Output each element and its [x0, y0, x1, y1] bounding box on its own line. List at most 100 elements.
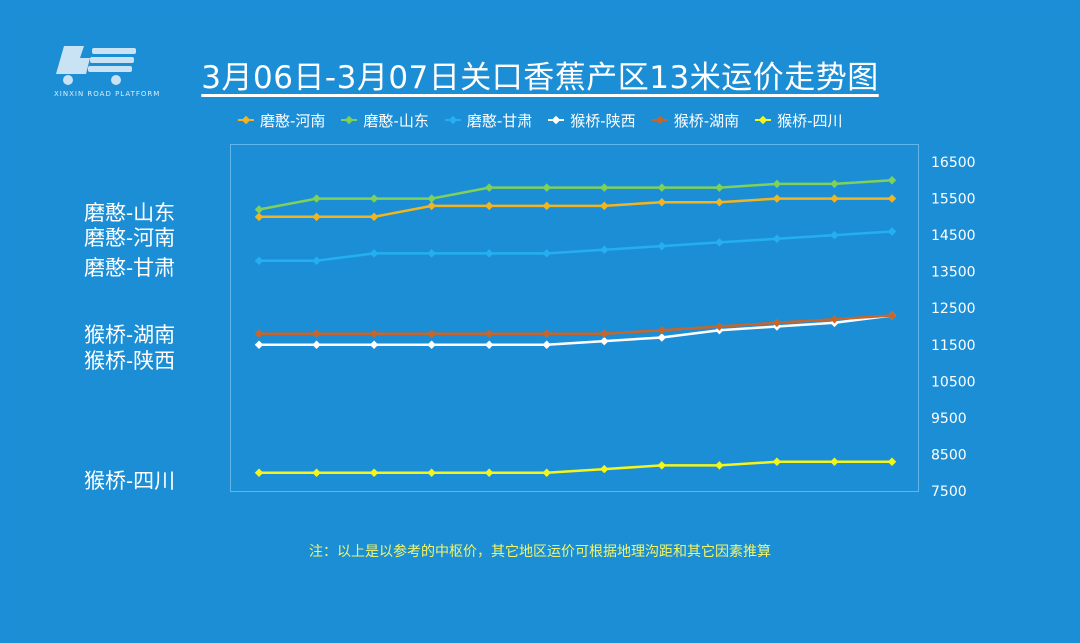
data-point: [484, 183, 494, 192]
data-point: [657, 241, 667, 251]
data-point: [542, 340, 551, 350]
y-tick-label: 12500: [931, 301, 976, 317]
chart-title: 3月06日-3月07日关口香蕉产区13米运价走势图: [201, 60, 879, 96]
series-line-4: [259, 314, 893, 336]
data-point: [715, 461, 724, 470]
data-point: [657, 333, 667, 342]
data-point: [254, 468, 264, 477]
data-point: [254, 329, 264, 339]
legend-item: 猴桥-湖南: [651, 110, 740, 131]
legend-item: 磨憨-河南: [238, 110, 325, 131]
side-label-houqiao-hunan: 猴桥-湖南: [84, 323, 176, 347]
data-point: [887, 311, 897, 320]
side-label-houqiao-shaanxi: 猴桥-陕西: [84, 349, 176, 373]
legend-label: 猴桥-陕西: [570, 111, 636, 130]
logo-caption: XINXIN ROAD PLATFORM: [54, 90, 161, 98]
data-point: [715, 183, 724, 192]
side-label-mohan-henan: 磨憨-河南: [84, 226, 176, 250]
data-point: [715, 238, 724, 247]
data-point: [600, 245, 609, 254]
data-point: [484, 329, 494, 339]
y-tick-label: 14500: [931, 228, 976, 244]
chart-legend: 磨憨-河南 磨憨-山东 磨憨-甘肃 猴桥-陕西 猴桥-湖南 猴桥-四川: [238, 108, 843, 132]
data-point: [427, 340, 436, 350]
series-line-2: [259, 230, 893, 262]
legend-swatch: [444, 115, 461, 125]
data-point: [542, 249, 551, 258]
data-point: [772, 318, 782, 328]
data-point: [830, 230, 839, 240]
data-point: [887, 457, 897, 466]
legend-item: 猴桥-四川: [755, 110, 843, 131]
data-point: [830, 179, 839, 189]
data-point: [887, 176, 897, 185]
data-point: [657, 183, 667, 192]
data-point: [369, 249, 379, 258]
logo: XINXIN ROAD PLATFORM: [50, 40, 159, 110]
data-point: [427, 249, 436, 258]
data-point: [369, 194, 379, 203]
data-point: [715, 322, 724, 331]
data-point: [887, 227, 897, 236]
data-point: [312, 212, 321, 222]
data-point: [312, 256, 321, 265]
data-point: [427, 194, 436, 203]
data-point: [772, 457, 782, 466]
data-point: [657, 325, 667, 335]
y-tick-label: 10500: [931, 374, 976, 390]
plot-area: [230, 144, 919, 492]
data-point: [772, 234, 782, 244]
data-point: [600, 183, 609, 192]
legend-swatch: [651, 115, 668, 125]
data-point: [312, 468, 321, 477]
data-point: [830, 457, 839, 466]
data-point: [715, 197, 724, 207]
legend-item: 猴桥-陕西: [548, 110, 636, 131]
y-tick-label: 7500: [931, 484, 967, 500]
data-point: [600, 201, 609, 211]
y-tick-label: 8500: [931, 447, 967, 463]
legend-label: 猴桥-四川: [777, 111, 843, 130]
data-point: [484, 340, 494, 350]
legend-label: 磨憨-河南: [260, 111, 326, 130]
data-point: [427, 329, 436, 339]
side-label-mohan-shandong: 磨憨-山东: [84, 201, 176, 225]
data-point: [657, 461, 667, 470]
series-line-3: [259, 314, 893, 347]
data-point: [254, 212, 264, 222]
data-point: [312, 194, 321, 203]
data-point: [369, 329, 379, 339]
data-point: [427, 201, 436, 211]
data-point: [600, 329, 609, 339]
data-point: [254, 205, 264, 214]
data-point: [600, 336, 609, 346]
data-point: [542, 201, 551, 211]
legend-swatch: [341, 115, 358, 125]
legend-label: 磨憨-山东: [363, 111, 429, 130]
side-label-houqiao-sichuan: 猴桥-四川: [84, 469, 176, 493]
data-point: [542, 329, 551, 339]
series-line-0: [259, 197, 892, 219]
data-point: [484, 249, 494, 258]
legend-label: 磨憨-甘肃: [466, 111, 533, 130]
data-point: [772, 194, 782, 203]
y-tick-label: 16500: [931, 155, 976, 171]
legend-swatch: [238, 115, 254, 125]
data-point: [369, 468, 379, 477]
y-tick-label: 15500: [931, 192, 976, 208]
legend-swatch: [755, 115, 772, 125]
data-point: [600, 464, 609, 474]
truck-logo-icon: [56, 46, 136, 85]
y-tick-label: 9500: [931, 411, 967, 427]
data-point: [772, 179, 782, 189]
data-point: [254, 340, 264, 350]
data-point: [369, 340, 379, 350]
y-tick-label: 11500: [931, 338, 976, 354]
legend-item: 磨憨-甘肃: [444, 110, 533, 131]
legend-label: 猴桥-湖南: [673, 111, 740, 130]
data-point: [312, 340, 321, 350]
data-point: [830, 194, 839, 203]
data-point: [542, 468, 551, 477]
data-point: [830, 314, 839, 324]
